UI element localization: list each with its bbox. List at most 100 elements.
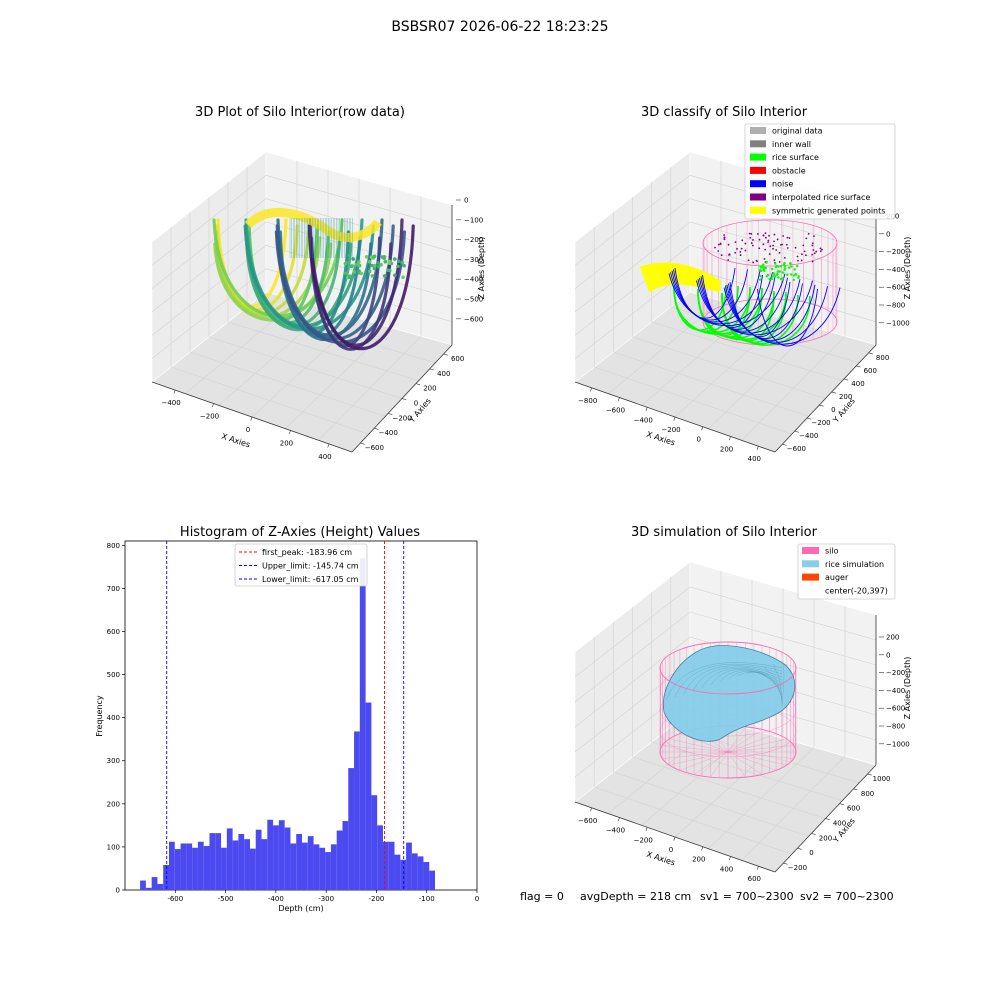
legend-label: rice simulation [825, 560, 884, 569]
panel3-legend: first_peak: -183.96 cm Upper_limit: -145.… [234, 543, 368, 587]
interpolated-point [778, 251, 781, 254]
panel1-z-tick-label: −200 [464, 236, 483, 244]
panel4-x-tick-mark [590, 807, 592, 812]
panel1-x-tick-mark [250, 416, 253, 421]
histogram-bar [226, 828, 233, 890]
panel4-silo-and-surface [659, 641, 797, 779]
interpolated-point [758, 247, 761, 250]
panel2-x-tick-label: 200 [720, 445, 733, 453]
panel4-x-tick-label: 0 [669, 846, 673, 854]
gridline [265, 175, 453, 229]
histogram-bar [371, 795, 378, 890]
panel4-y-tick-label: 600 [847, 805, 860, 813]
silo-floor-spoke [727, 751, 777, 771]
rice-surface-point [762, 268, 765, 272]
panel4-z-tick-label: −600 [886, 705, 905, 713]
panel2-x-tick-mark [729, 436, 731, 441]
scatter-point [351, 257, 355, 261]
interpolated-point [800, 259, 803, 262]
interpolated-point [786, 247, 789, 249]
silo-floor-spoke [679, 733, 729, 753]
noise-row [668, 273, 786, 326]
rice-surface-gridline [674, 663, 783, 698]
histogram-bar [388, 841, 395, 890]
gridline [574, 175, 691, 266]
rice-surface-point [790, 273, 793, 276]
rice-surface-gridline [710, 669, 783, 686]
gridline [689, 586, 877, 641]
histogram-bar [249, 848, 256, 890]
histogram-bar [284, 827, 291, 890]
panel4-y-tick-label: 400 [833, 820, 846, 828]
interpolated-point [764, 248, 767, 251]
rice-surface-row [721, 295, 811, 346]
interpolated-point [773, 240, 775, 243]
panel1-x-tick-label: −400 [161, 399, 180, 407]
histogram-bar [140, 880, 146, 890]
panel2-x-tick-mark [756, 446, 759, 450]
interpolated-point [751, 244, 754, 247]
rice-surface-gridline [764, 666, 783, 702]
histogram-bar [186, 843, 193, 890]
interpolated-point [776, 238, 779, 241]
histogram-bar [169, 841, 175, 890]
scatter-point [376, 264, 381, 269]
rice-simulation-surface [662, 645, 796, 742]
legend-label: center(-20,397) [825, 586, 888, 595]
histogram-bar [382, 841, 389, 890]
panel1-z-tick-label: −300 [464, 256, 483, 264]
rice-surface-point [787, 266, 791, 269]
rice-surface-point [779, 265, 782, 268]
panel3-y-ticks: 0 100 200 300 400 500 600 700 800 [107, 542, 125, 895]
panel1-x-tick-label: 200 [280, 439, 293, 447]
panel4-x-tick-mark [729, 856, 731, 861]
rice-surface-point [774, 275, 777, 278]
interpolated-point [767, 241, 770, 244]
rice-surface-point [796, 264, 799, 268]
interpolated-point [764, 232, 767, 235]
interpolated-point [773, 259, 776, 262]
panel3-reference-lines [166, 541, 405, 890]
interpolated-point [750, 242, 753, 244]
panel2-x-tick-mark [645, 407, 648, 411]
panel3-y-tick-label: 300 [107, 757, 120, 765]
scatter-point [348, 253, 352, 258]
scatter-point [359, 271, 364, 276]
interpolated-point [794, 246, 797, 249]
panel4-z-tick-label: 0 [886, 651, 890, 659]
panel4-x-tick-label: 600 [748, 875, 761, 883]
histogram-bar [267, 819, 274, 890]
scatter-point [400, 260, 405, 265]
panel4-y-tick-label: 0 [809, 849, 813, 857]
interpolated-point [750, 232, 753, 235]
panel3-y-tick-label: 0 [116, 887, 120, 895]
panel4-x-tick-mark [701, 846, 704, 851]
panel-simulation-3d: 3D simulation of Silo Interior −600−400−… [574, 525, 912, 883]
interpolated-point [739, 250, 742, 253]
scatter-point-row [309, 242, 393, 351]
scatter-point [367, 269, 372, 274]
interpolated-point [821, 248, 823, 251]
legend-label: symmetric generated points [772, 206, 885, 215]
rice-surface-point [795, 273, 798, 276]
panel4-y-tick-mark [825, 818, 830, 820]
legend-swatch [802, 560, 819, 568]
rice-surface-gridline [755, 669, 783, 699]
interpolated-point [734, 251, 737, 254]
interpolated-point [782, 235, 785, 237]
panel1-y-tick-label: 0 [414, 400, 418, 408]
figure-suptitle: BSBSR07 2026-06-22 18:23:25 [391, 19, 608, 35]
panel2-x-tick-mark [590, 387, 592, 392]
interpolated-point [783, 256, 786, 259]
panel3-x-ticks: -600 -500 -400 -300 -200 -100 0 [167, 890, 479, 903]
silo-top-ring [702, 219, 838, 267]
noise-row [702, 274, 763, 328]
histogram-bar [313, 844, 320, 890]
rice-surface-point [770, 267, 774, 271]
silo-floor-spoke [693, 751, 729, 775]
histogram-bar [359, 558, 366, 890]
rice-surface-gridline [701, 668, 783, 689]
scatter-point [401, 275, 405, 280]
noise-row [728, 283, 803, 339]
